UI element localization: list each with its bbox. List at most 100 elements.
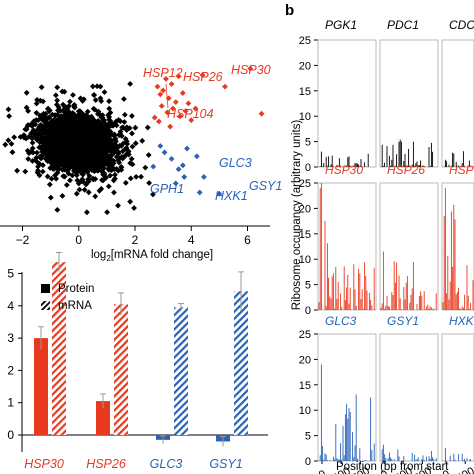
bar-chart-legend: Protein mRNA <box>41 283 94 312</box>
scatter-point <box>47 194 54 201</box>
scatter-point <box>84 164 90 171</box>
scatter-point <box>55 149 62 156</box>
scatter-point <box>113 118 120 125</box>
scatter-point <box>97 149 104 156</box>
scatter-point <box>119 148 126 155</box>
scatter-point <box>99 140 106 147</box>
scatter-point <box>80 134 87 141</box>
scatter-point <box>95 141 102 148</box>
scatter-point <box>85 176 92 183</box>
gene-label-glc3: GLC3 <box>219 156 252 170</box>
scatter-point <box>144 124 151 131</box>
scatter-point <box>68 140 75 147</box>
scatter-point <box>117 128 124 135</box>
scatter-point-heat-shock <box>175 73 182 80</box>
scatter-point-glycogen <box>193 153 200 160</box>
scatter-point <box>41 124 48 131</box>
scatter-point <box>82 148 88 155</box>
scatter-point <box>77 115 83 122</box>
track-x-tick-label: 0 <box>317 468 328 474</box>
track-y-tick-label: 20 <box>299 354 311 366</box>
scatter-point <box>65 170 72 177</box>
gene-label-gsy1: GSY1 <box>249 179 282 193</box>
scatter-point <box>122 180 129 186</box>
scatter-point <box>67 125 74 132</box>
scatter-point <box>8 140 15 147</box>
scatter-point <box>37 153 44 160</box>
scatter-point <box>78 137 85 143</box>
scatter-point <box>66 103 72 109</box>
scatter-point <box>53 155 59 162</box>
bar-y-tick-label: 5 <box>7 267 14 281</box>
scatter-point <box>105 132 112 139</box>
scatter-point <box>34 97 40 103</box>
scatter-point <box>59 88 66 95</box>
scatter-point <box>104 142 111 148</box>
scatter-point <box>65 108 72 115</box>
scatter-point <box>64 111 71 118</box>
track-gene-pgk1: PGK1 <box>325 18 357 32</box>
bar-y-tick-label: 1 <box>7 396 14 410</box>
scatter-point <box>64 168 71 174</box>
scatter-point <box>52 112 58 118</box>
scatter-point <box>97 166 104 172</box>
track-gene-hxk: HXK <box>449 314 474 328</box>
scatter-point <box>109 146 116 153</box>
scatter-point <box>40 127 47 134</box>
scatter-point <box>33 136 40 143</box>
scatter-point <box>76 186 83 193</box>
scatter-point <box>118 142 125 149</box>
scatter-point <box>61 152 67 159</box>
scatter-point <box>112 171 118 178</box>
scatter-point-heat-shock <box>158 103 165 109</box>
scatter-point <box>22 168 29 175</box>
scatter-point <box>90 175 96 182</box>
scatter-point <box>123 138 130 145</box>
scatter-point <box>121 111 128 118</box>
track-y-tick-label: 5 <box>305 431 311 443</box>
scatter-point-heat-shock <box>172 99 179 105</box>
scatter-point <box>33 110 40 116</box>
scatter-point <box>63 154 70 161</box>
scatter-x-ticks: −2 0 2 4 6 <box>16 226 251 247</box>
scatter-point <box>99 145 106 151</box>
scatter-point <box>34 149 40 156</box>
track-gene-hsp30: HSP30 <box>325 163 363 177</box>
scatter-point <box>82 128 88 135</box>
scatter-point <box>43 128 50 135</box>
scatter-point <box>40 150 47 157</box>
scatter-point <box>78 109 85 116</box>
scatter-point <box>77 121 83 128</box>
scatter-point <box>54 206 61 213</box>
scatter-point <box>61 157 68 163</box>
scatter-point <box>96 187 103 194</box>
scatter-point <box>132 140 139 147</box>
scatter-point <box>83 124 90 131</box>
scatter-point <box>146 180 153 186</box>
scatter-point <box>101 170 108 177</box>
scatter-point <box>85 128 92 134</box>
scatter-point <box>47 159 54 166</box>
scatter-point <box>83 157 89 164</box>
scatter-point-heat-shock <box>188 117 195 124</box>
scatter-point-heat-shock <box>185 100 192 107</box>
scatter-point-glycogen <box>150 163 157 170</box>
scatter-point <box>105 124 111 131</box>
scatter-point-glycogen <box>172 180 179 187</box>
scatter-point <box>76 132 82 139</box>
scatter-point <box>106 144 112 151</box>
bar-chart-bars <box>34 252 248 447</box>
scatter-point-heat-shock <box>163 75 169 82</box>
scatter-point <box>150 191 156 198</box>
track-y-tick-label: 25 <box>299 329 311 341</box>
scatter-point <box>90 143 96 149</box>
scatter-point <box>107 172 114 179</box>
scatter-point <box>59 141 65 148</box>
track-frame <box>441 333 474 462</box>
scatter-point <box>67 177 73 184</box>
scatter-point <box>105 183 112 190</box>
scatter-point <box>77 145 84 152</box>
scatter-point-glycogen <box>157 143 164 149</box>
scatter-point-glycogen <box>201 174 207 180</box>
